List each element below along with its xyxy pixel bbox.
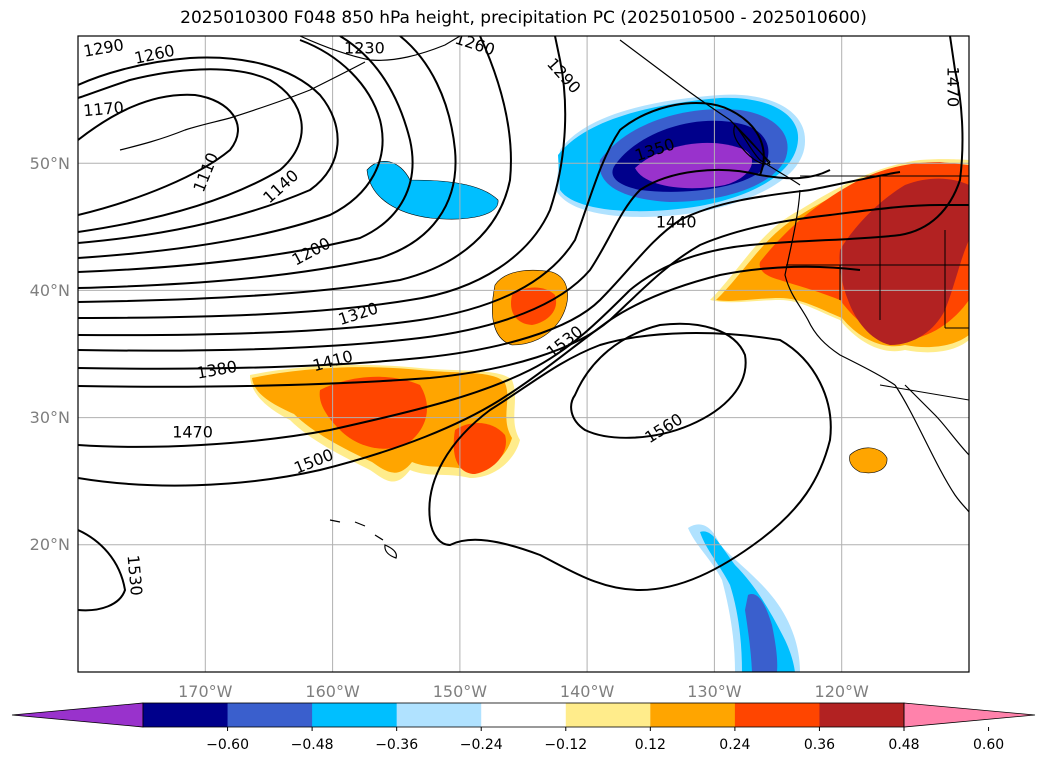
colorbar-tick-label: −0.60: [206, 737, 249, 753]
colorbar-extend-high: [903, 702, 1036, 728]
lat-label-40: 40°N: [30, 281, 70, 300]
lon-label-160w: 160°W: [305, 682, 360, 701]
colorbar: −0.60 −0.48 −0.36 −0.24 −0.12 0.12 0.24 0.36 0.4…: [11, 702, 1036, 753]
political-borders: [786, 175, 969, 401]
aleutian-islands: [119, 117, 231, 151]
colorbar-tick-label: 0.60: [973, 737, 1004, 753]
figure-title: 2025010300 F048 850 hPa height, precipit…: [180, 8, 867, 28]
precip-positive-baja: [849, 447, 888, 474]
precip-negative-purple: [635, 142, 753, 189]
contour-label: 1230: [344, 38, 385, 57]
contour-1530-main: [428, 332, 832, 592]
colorbar-segment: [819, 703, 905, 727]
contour-1380: [78, 169, 831, 352]
contour-1230: [78, 36, 414, 273]
lon-label-140w: 140°W: [560, 682, 615, 701]
lat-label-50: 50°N: [30, 154, 70, 173]
contour-1500: [78, 265, 861, 487]
colorbar-segment: [396, 703, 482, 727]
contour-1530: [78, 529, 127, 612]
contour-1140: [78, 68, 303, 233]
colorbar-tick-label: 0.36: [804, 737, 835, 753]
lon-label-170w: 170°W: [178, 682, 233, 701]
contour-1290: [78, 36, 512, 303]
contour-label: 1530: [124, 554, 146, 596]
baja-coast: [894, 384, 969, 513]
contour-label: 1440: [656, 213, 697, 232]
lon-label-150w: 150°W: [433, 682, 488, 701]
contour-1470: [78, 36, 964, 448]
contour-label: 1170: [82, 98, 124, 120]
lon-label-130w: 130°W: [687, 682, 742, 701]
mexico-coast: [904, 384, 969, 456]
contour-1410: [78, 171, 901, 370]
colorbar-tick-label: −0.36: [375, 737, 418, 753]
map-area: [78, 36, 969, 672]
map-frame: [77, 35, 970, 673]
colorbar-segment: [650, 703, 736, 727]
colorbar-tick-label: 0.12: [635, 737, 666, 753]
longitude-labels: 170°W 160°W 150°W 140°W 130°W 120°W: [178, 682, 869, 701]
contour-1440: [78, 204, 969, 388]
us-west-coast: [784, 189, 896, 386]
colorbar-tick-label: −0.12: [544, 737, 587, 753]
precip-positive-blob-north-core: [510, 287, 557, 325]
colorbar-tick-label: −0.48: [291, 737, 334, 753]
height-contours: [78, 36, 969, 612]
contour-1320: [78, 36, 567, 319]
colorbar-segment: [143, 703, 229, 727]
colorbar-segment: [312, 703, 398, 727]
contour-label: 1470: [172, 423, 213, 442]
vancouver-island: [733, 123, 771, 165]
lat-label-20: 20°N: [30, 535, 70, 554]
latitude-labels: 20°N 30°N 40°N 50°N: [30, 154, 70, 554]
hawaii-islands: [329, 519, 397, 559]
colorbar-frame: [142, 702, 905, 728]
lat-label-30: 30°N: [30, 408, 70, 427]
precip-positive-south-spur: [453, 423, 506, 474]
colorbar-segment: [734, 703, 820, 727]
colorbar-extend-low: [11, 702, 144, 728]
colorbar-segment: [227, 703, 313, 727]
contour-1110: [78, 93, 239, 216]
contour-1350: [78, 101, 765, 337]
precip-fill-layer: [250, 94, 969, 672]
colorbar-tick-label: 0.48: [888, 737, 919, 753]
graticule: [78, 36, 969, 672]
contour-1200: [78, 39, 384, 259]
colorbar-segment: [565, 703, 651, 727]
contour-1170: [78, 56, 339, 244]
colorbar-tick-label: −0.24: [460, 737, 503, 753]
lon-label-120w: 120°W: [815, 682, 870, 701]
precip-negative-south-core: [745, 594, 778, 672]
precip-positive-red: [319, 376, 427, 449]
contour-label: 1470: [944, 67, 963, 108]
precip-positive-coast-dark: [839, 178, 969, 345]
contour-1260: [78, 36, 457, 289]
colorbar-tick-label: 0.24: [719, 737, 750, 753]
colorbar-segment: [481, 703, 567, 727]
contour-1560: [570, 322, 747, 439]
